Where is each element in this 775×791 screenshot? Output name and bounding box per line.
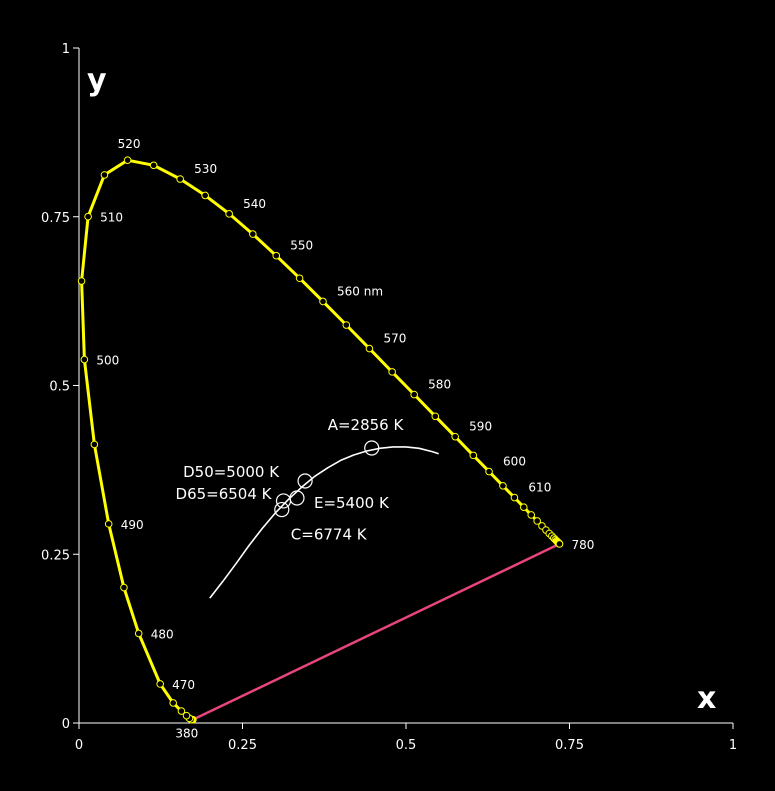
locus-point	[365, 344, 374, 353]
line-of-purples	[192, 542, 561, 721]
wavelength-label: 610	[528, 481, 551, 495]
locus-point	[123, 156, 132, 164]
y-tick-label: 0.75	[41, 211, 70, 226]
wavelength-label: 600	[503, 455, 526, 469]
y-tick-label: 0	[62, 717, 70, 732]
x-tick-label: 0.25	[228, 738, 257, 753]
locus-point	[272, 251, 281, 260]
wavelength-label: 550	[290, 239, 313, 253]
wavelength-label: 780	[571, 538, 594, 552]
wavelength-labels-group: 380 470 480 490 500 510 520 530 540 550 560 nm 570 5…	[96, 137, 594, 740]
y-tick-label: 1	[62, 42, 70, 57]
wavelength-label: 570	[383, 332, 406, 346]
x-tick-label: 0.5	[396, 738, 417, 753]
illuminant-label: D50=5000 K	[183, 463, 280, 481]
y-axis-label: y	[87, 63, 107, 98]
locus-point	[533, 517, 541, 525]
locus-point	[104, 520, 113, 528]
wavelength-label: 520	[118, 137, 141, 151]
locus-point	[134, 629, 143, 638]
locus-point	[519, 503, 528, 512]
locus-point	[169, 699, 177, 707]
locus-point	[149, 161, 158, 170]
wavelength-label: 480	[151, 627, 174, 641]
locus-point	[319, 297, 327, 306]
wavelength-label: 540	[243, 197, 266, 211]
axes: 0 0.25 0.5 0.75 1 0 0.25 0.5 0.75 1	[41, 42, 737, 753]
locus-point	[410, 390, 418, 399]
y-tick-label: 0.5	[49, 380, 70, 395]
locus-point	[77, 277, 86, 285]
wavelength-label: 490	[121, 518, 144, 532]
purple-line-group	[192, 542, 561, 721]
planckian-locus-group	[209, 446, 439, 599]
locus-point	[201, 191, 209, 200]
locus-point	[431, 412, 440, 421]
y-tick-label: 0.25	[41, 548, 70, 563]
locus-point	[80, 355, 89, 364]
locus-point	[100, 171, 109, 179]
wavelength-label: 380	[175, 727, 198, 741]
locus-point	[485, 467, 493, 476]
locus-point	[510, 493, 519, 502]
illuminant-marker	[297, 473, 313, 489]
illuminant-label: C=6774 K	[291, 526, 368, 544]
wavelength-label: 510	[100, 211, 123, 225]
x-tick-label: 1	[729, 738, 737, 753]
wavelength-label: 530	[194, 162, 217, 176]
wavelength-label: 590	[469, 420, 492, 434]
illuminant-label: E=5400 K	[314, 494, 390, 512]
locus-point	[295, 274, 304, 283]
locus-point	[451, 432, 459, 441]
locus-point	[176, 175, 184, 183]
wavelength-label: 500	[96, 354, 119, 368]
illuminant-marker	[289, 490, 305, 506]
locus-point	[388, 368, 396, 376]
locus-point	[527, 511, 536, 519]
locus-point	[90, 440, 99, 449]
illuminants-group: A=2856 K D50=5000 K D65=6504 K E=5400 K C=67…	[176, 416, 405, 544]
locus-point	[555, 540, 564, 548]
x-tick-label: 0.75	[555, 738, 584, 753]
x-axis-label: x	[697, 681, 716, 716]
locus-point	[499, 482, 507, 490]
spectral-locus-group	[77, 156, 564, 724]
wavelength-label: 560 nm	[337, 284, 383, 298]
illuminant-label: A=2856 K	[328, 416, 405, 434]
locus-point	[469, 451, 478, 460]
x-tick-label: 0	[75, 738, 83, 753]
illuminant-label: D65=6504 K	[176, 485, 273, 503]
locus-point	[177, 707, 186, 715]
locus-point	[120, 583, 128, 592]
wavelength-label: 580	[428, 378, 451, 392]
illuminant-marker	[274, 501, 290, 518]
wavelength-label: 470	[172, 678, 195, 692]
locus-point	[156, 680, 164, 688]
illuminant-marker	[364, 440, 380, 456]
locus-point	[342, 321, 351, 329]
locus-point	[182, 711, 191, 720]
locus-point	[225, 210, 233, 218]
planckian-locus-curve	[209, 446, 439, 599]
locus-point	[84, 212, 92, 221]
locus-point	[249, 230, 257, 238]
